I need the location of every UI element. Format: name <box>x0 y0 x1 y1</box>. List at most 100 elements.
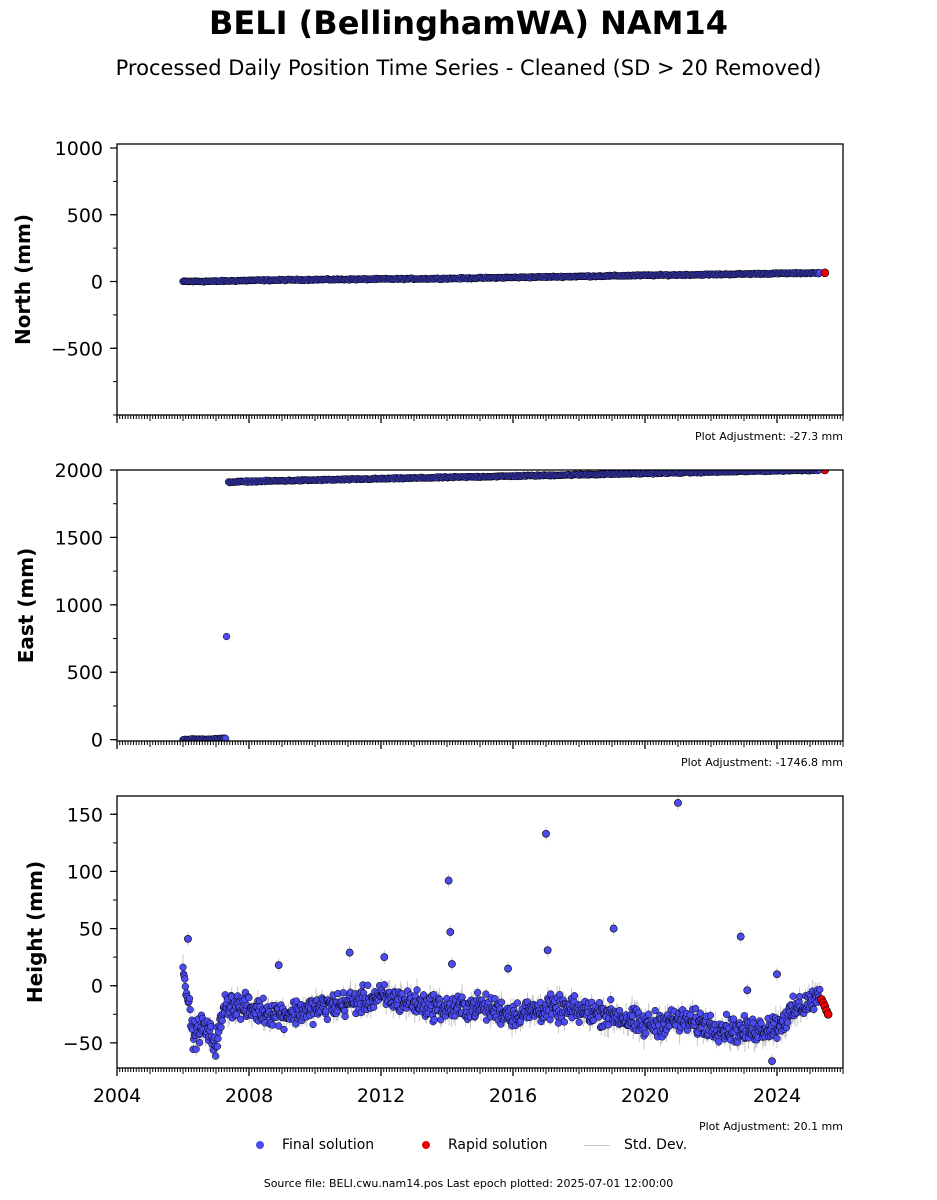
height-final-point <box>309 1020 317 1029</box>
height-outlier-point <box>504 964 512 973</box>
height-final-point <box>773 1034 781 1042</box>
height-final-point <box>217 1023 225 1031</box>
height-ylabel: Height (mm) <box>23 861 47 1003</box>
height-final-point <box>575 1018 583 1026</box>
height-final-point <box>706 1011 715 1020</box>
height-final-point <box>570 992 579 1000</box>
height-final-point <box>213 1042 222 1050</box>
legend-item-final: Final solution <box>256 1137 374 1153</box>
height-final-point <box>473 988 482 997</box>
height-xtick-label: 2004 <box>93 1085 141 1107</box>
height-final-point <box>185 994 194 1003</box>
height-final-point <box>795 992 804 1001</box>
north-ytick-label: 0 <box>91 272 103 294</box>
height-outlier-point <box>736 932 745 941</box>
height-outlier-point <box>768 1057 776 1066</box>
height-outlier-point <box>345 948 354 957</box>
height-final-point <box>181 982 190 991</box>
east-ytick-label: 1000 <box>55 595 103 617</box>
footer-source: Source file: BELI.cwu.nam14.pos Last epo… <box>263 1177 674 1190</box>
height-final-point <box>280 1025 288 1034</box>
height-xtick-label: 2016 <box>489 1085 537 1107</box>
height-final-point <box>212 1052 220 1060</box>
east-final-point <box>222 632 231 641</box>
legend-item-rapid: Rapid solution <box>422 1137 548 1153</box>
height-final-point <box>269 1021 277 1029</box>
height-final-point <box>642 1029 650 1037</box>
height-outlier-point <box>448 960 456 968</box>
height-ytick-label: 100 <box>67 861 103 883</box>
height-outlier-point <box>444 876 453 885</box>
legend-marker-std <box>584 1144 610 1146</box>
north-plot-adjustment: Plot Adjustment: -27.3 mm <box>695 430 843 443</box>
legend: Final solution Rapid solution Std. Dev. <box>250 1137 710 1159</box>
height-final-point <box>513 999 522 1007</box>
height-final-point <box>430 1016 438 1024</box>
east-ytick-label: 500 <box>67 662 103 684</box>
height-outlier-point <box>542 829 550 838</box>
legend-marker-rapid <box>422 1141 430 1149</box>
height-xtick-label: 2008 <box>225 1085 273 1107</box>
height-final-point <box>784 1018 792 1027</box>
height-final-point <box>789 992 797 1000</box>
height-final-point <box>259 994 267 1002</box>
legend-label-rapid: Rapid solution <box>448 1137 548 1153</box>
east-final-point <box>221 734 230 741</box>
east-ylabel: East (mm) <box>14 548 38 664</box>
height-ytick-label: −50 <box>63 1033 103 1055</box>
height-final-point <box>245 994 253 1002</box>
height-final-point <box>214 1034 222 1043</box>
height-final-point <box>192 1045 200 1053</box>
height-final-point <box>729 1015 738 1023</box>
height-final-point <box>497 998 506 1006</box>
height-xtick-label: 2012 <box>357 1085 405 1107</box>
height-plot-adjustment: Plot Adjustment: 20.1 mm <box>699 1120 843 1133</box>
height-final-point <box>607 995 615 1004</box>
north-ytick-label: 500 <box>67 205 103 227</box>
height-final-point <box>218 1017 226 1025</box>
height-final-point <box>645 1010 653 1018</box>
height-final-point <box>370 1003 378 1011</box>
east-plot-adjustment: Plot Adjustment: -1746.8 mm <box>681 756 843 769</box>
chart-title: BELI (BellinghamWA) NAM14 <box>208 4 729 42</box>
height-ytick-label: 150 <box>67 804 103 826</box>
height-xtick-label: 2020 <box>621 1085 669 1107</box>
north-ylabel: North (mm) <box>11 214 35 345</box>
height-ytick-label: 0 <box>91 976 103 998</box>
height-rapid-point <box>823 1009 833 1019</box>
legend-label-std: Std. Dev. <box>624 1137 688 1153</box>
height-final-point <box>380 981 389 989</box>
height-ytick-label: 50 <box>79 919 103 941</box>
east-ytick-label: 1500 <box>55 527 103 549</box>
height-final-point <box>816 985 824 994</box>
height-outlier-point <box>446 928 455 936</box>
height-final-point <box>364 981 372 989</box>
north-rapid-point <box>820 268 830 278</box>
legend-item-std: Std. Dev. <box>584 1137 687 1153</box>
height-final-point <box>186 1005 194 1014</box>
height-final-point <box>615 1006 624 1015</box>
height-final-point <box>179 963 187 971</box>
height-outlier-point <box>743 986 752 995</box>
height-xtick-label: 2024 <box>753 1085 801 1107</box>
north-ytick-label: 1000 <box>55 138 103 160</box>
height-final-point <box>341 1012 349 1021</box>
height-outlier-point <box>609 924 618 933</box>
height-outlier-point <box>274 961 283 970</box>
height-outlier-point <box>773 970 781 979</box>
height-outlier-point <box>674 798 682 807</box>
height-outlier-point <box>380 953 389 962</box>
height-outlier-point <box>543 946 552 955</box>
east-ytick-label: 2000 <box>55 460 103 482</box>
east-axes-frame <box>116 469 844 742</box>
height-final-point <box>413 986 421 994</box>
height-final-point <box>458 993 466 1001</box>
height-final-point <box>181 975 189 983</box>
height-final-point <box>323 1015 331 1024</box>
legend-marker-final <box>256 1141 264 1149</box>
legend-label-final: Final solution <box>282 1137 375 1153</box>
height-final-point <box>560 1018 568 1026</box>
height-final-point <box>810 1005 818 1014</box>
north-ytick-label: −500 <box>51 338 103 360</box>
